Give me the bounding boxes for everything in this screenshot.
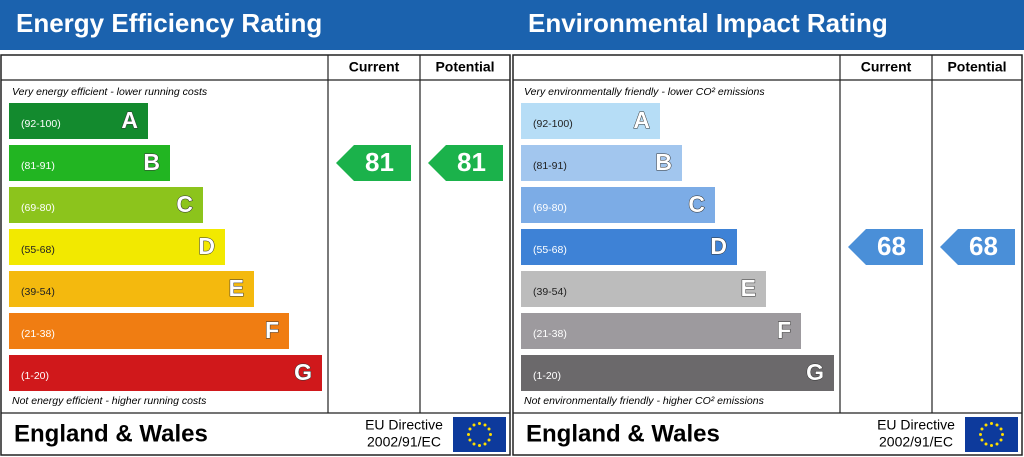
band-letter: C: [688, 191, 705, 217]
flag-star: [995, 442, 999, 446]
panel: Environmental Impact Rating Current Potent…: [512, 0, 1024, 456]
flag-star: [489, 433, 492, 436]
band-range: (21-38): [21, 328, 55, 340]
rating-value: 68: [877, 231, 906, 261]
band-letter: A: [633, 107, 650, 133]
title-bar: [0, 0, 512, 50]
band: [521, 313, 801, 349]
band-letter: A: [121, 107, 138, 133]
band: [521, 271, 766, 307]
band-range: (39-54): [533, 286, 567, 298]
footer: England & Wales: [14, 420, 208, 447]
panel: Energy Efficiency Rating Current Potential…: [0, 0, 512, 456]
band: [521, 103, 660, 139]
rating-value: 81: [457, 147, 486, 177]
flag-star: [472, 423, 476, 427]
band: [9, 103, 148, 139]
band: [9, 229, 225, 265]
band-range: (1-20): [21, 370, 49, 382]
flag-star: [990, 422, 993, 425]
band-range: (55-68): [533, 244, 567, 256]
footer: England & Wales: [526, 420, 720, 447]
flag-star: [979, 433, 982, 436]
band-range: (81-91): [533, 160, 567, 172]
panel-title: Energy Efficiency Rating: [16, 8, 322, 38]
column-header: Potential: [435, 59, 494, 75]
column-header: Current: [349, 59, 400, 75]
flag-star: [467, 433, 470, 436]
panel-title: Environmental Impact Rating: [528, 8, 888, 38]
flag-star: [995, 423, 999, 427]
band-letter: E: [229, 275, 244, 301]
rating-arrow: [848, 229, 923, 265]
directive: 2002/91/EC: [367, 434, 441, 450]
band: [521, 145, 682, 181]
flag-star: [487, 427, 491, 431]
flag-star: [984, 423, 988, 427]
band-letter: G: [806, 359, 824, 385]
flag-star: [999, 427, 1003, 431]
band: [521, 229, 737, 265]
band: [521, 355, 834, 391]
flag-star: [472, 442, 476, 446]
directive: EU Directive: [365, 417, 443, 433]
rating-arrow: [940, 229, 1015, 265]
band-letter: F: [777, 317, 791, 343]
band-letter: B: [655, 149, 672, 175]
flag-star: [980, 438, 984, 442]
flag-star: [487, 438, 491, 442]
flag-star: [984, 442, 988, 446]
flag-star: [999, 438, 1003, 442]
directive: EU Directive: [877, 417, 955, 433]
flag-star: [483, 442, 487, 446]
band-letter: F: [265, 317, 279, 343]
band: [9, 271, 254, 307]
band: [9, 355, 322, 391]
flag-star: [990, 444, 993, 447]
band-range: (1-20): [533, 370, 561, 382]
band-letter: G: [294, 359, 312, 385]
flag-star: [478, 422, 481, 425]
band-range: (55-68): [21, 244, 55, 256]
rating-arrow: [336, 145, 411, 181]
directive: 2002/91/EC: [879, 434, 953, 450]
column-header: Potential: [947, 59, 1006, 75]
band-letter: D: [710, 233, 727, 259]
title-bar: [512, 0, 1024, 50]
band-range: (69-80): [533, 202, 567, 214]
band-letter: D: [198, 233, 215, 259]
band-letter: C: [176, 191, 193, 217]
band: [9, 313, 289, 349]
rating-arrow: [428, 145, 503, 181]
flag-star: [478, 444, 481, 447]
band-range: (21-38): [533, 328, 567, 340]
bottom-note: Not environmentally friendly - higher CO…: [524, 395, 765, 407]
top-note: Very environmentally friendly - lower CO…: [524, 86, 765, 98]
band-range: (39-54): [21, 286, 55, 298]
flag-star: [468, 427, 472, 431]
band-range: (92-100): [533, 118, 573, 130]
flag-star: [468, 438, 472, 442]
flag-star: [980, 427, 984, 431]
rating-value: 81: [365, 147, 394, 177]
band-range: (81-91): [21, 160, 55, 172]
flag-star: [483, 423, 487, 427]
band: [9, 187, 203, 223]
bottom-note: Not energy efficient - higher running co…: [12, 395, 207, 407]
top-note: Very energy efficient - lower running co…: [12, 86, 208, 98]
band-range: (92-100): [21, 118, 61, 130]
band-letter: E: [741, 275, 756, 301]
flag-star: [1001, 433, 1004, 436]
band: [9, 145, 170, 181]
column-header: Current: [861, 59, 912, 75]
rating-value: 68: [969, 231, 998, 261]
band: [521, 187, 715, 223]
band-letter: B: [143, 149, 160, 175]
band-range: (69-80): [21, 202, 55, 214]
